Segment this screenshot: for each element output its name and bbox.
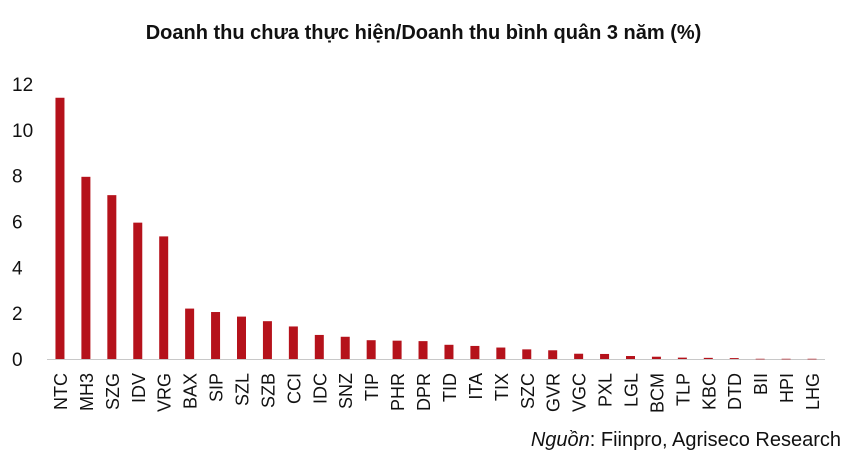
bar-tip	[366, 340, 376, 359]
x-tick-label-lgl: LGL	[622, 373, 642, 407]
bar-tix	[496, 347, 506, 359]
bar-kbc	[703, 357, 713, 359]
x-tick-label-ita: ITA	[466, 373, 486, 400]
source-text: : Fiinpro, Agriseco Research	[589, 429, 841, 451]
x-tick-label-hpi: HPI	[777, 373, 797, 403]
x-tick-label-ntc: NTC	[51, 373, 71, 410]
y-tick-label: 0	[12, 350, 23, 371]
x-tick-label-cci: CCI	[284, 373, 304, 404]
bar-bcm	[651, 356, 661, 359]
x-tick-label-szg: SZG	[103, 373, 123, 410]
x-tick-label-tip: TIP	[362, 373, 382, 401]
y-tick-label: 6	[12, 213, 23, 234]
y-tick-label: 8	[12, 167, 23, 188]
chart-title: Doanh thu chưa thực hiện/Doanh thu bình …	[145, 22, 702, 44]
bar-dpr	[418, 341, 428, 359]
x-axis-labels: NTC MH3 SZG IDV VRG BAX SIP SZL SZB CCI IDC SNZ TIP P…	[51, 373, 823, 413]
bar-idv	[133, 222, 143, 359]
x-tick-label-mh3: MH3	[77, 373, 97, 411]
x-tick-label-bii: BII	[751, 373, 771, 395]
x-tick-label-kbc: KBC	[699, 373, 719, 410]
y-tick-label: 4	[12, 258, 23, 279]
bar-hpi	[781, 358, 791, 360]
bar-bii	[755, 358, 765, 360]
bar-szb	[262, 321, 272, 359]
x-tick-label-sip: SIP	[207, 373, 227, 402]
bar-vgc	[574, 353, 584, 359]
source-prefix: Nguồn	[530, 429, 590, 451]
bar-tlp	[677, 357, 687, 359]
y-tick-label: 12	[12, 75, 33, 96]
x-tick-label-szc: SZC	[518, 373, 538, 409]
x-tick-label-tlp: TLP	[673, 373, 693, 406]
bar-tid	[444, 344, 454, 359]
bar-dtd	[729, 358, 739, 359]
source-note: Nguồn: Fiinpro, Agriseco Research	[531, 429, 841, 452]
x-tick-label-bcm: BCM	[647, 373, 667, 413]
x-tick-label-tix: TIX	[492, 373, 512, 401]
x-tick-label-vrg: VRG	[155, 373, 175, 412]
x-tick-label-tid: TID	[440, 373, 460, 402]
bar-cci	[288, 326, 298, 359]
bar-sip	[211, 312, 221, 359]
bar-szc	[522, 349, 532, 359]
bar-szg	[107, 195, 117, 359]
x-tick-label-snz: SNZ	[336, 373, 356, 409]
x-tick-label-gvr: GVR	[544, 373, 564, 412]
x-tick-label-dtd: DTD	[725, 373, 745, 410]
x-tick-label-lhg: LHG	[803, 373, 823, 410]
bar-ita	[470, 345, 480, 359]
bar-phr	[392, 340, 402, 359]
x-tick-label-pxl: PXL	[596, 373, 616, 407]
y-tick-label: 10	[12, 121, 33, 142]
x-tick-label-szb: SZB	[258, 373, 278, 408]
bar-snz	[340, 336, 350, 359]
y-axis-ticks: 0 2 4 6 8 10 12	[12, 75, 33, 371]
bars	[55, 97, 817, 360]
bar-szl	[237, 316, 246, 359]
bar-lhg	[807, 358, 817, 360]
bar-pxl	[600, 353, 610, 359]
bar-mh3	[81, 176, 91, 359]
bar-gvr	[548, 350, 558, 359]
x-tick-label-idc: IDC	[310, 373, 330, 404]
y-tick-label: 2	[12, 304, 23, 325]
x-tick-label-bax: BAX	[181, 373, 201, 409]
x-tick-label-phr: PHR	[388, 373, 408, 411]
x-tick-label-idv: IDV	[129, 373, 149, 403]
bar-vrg	[159, 236, 169, 359]
bar-lgl	[626, 356, 635, 359]
bar-ntc	[55, 97, 65, 359]
x-tick-label-szl: SZL	[233, 373, 253, 406]
bar-idc	[314, 334, 324, 359]
x-tick-label-dpr: DPR	[414, 373, 434, 411]
x-tick-label-vgc: VGC	[570, 373, 590, 412]
bar-bax	[185, 308, 195, 359]
